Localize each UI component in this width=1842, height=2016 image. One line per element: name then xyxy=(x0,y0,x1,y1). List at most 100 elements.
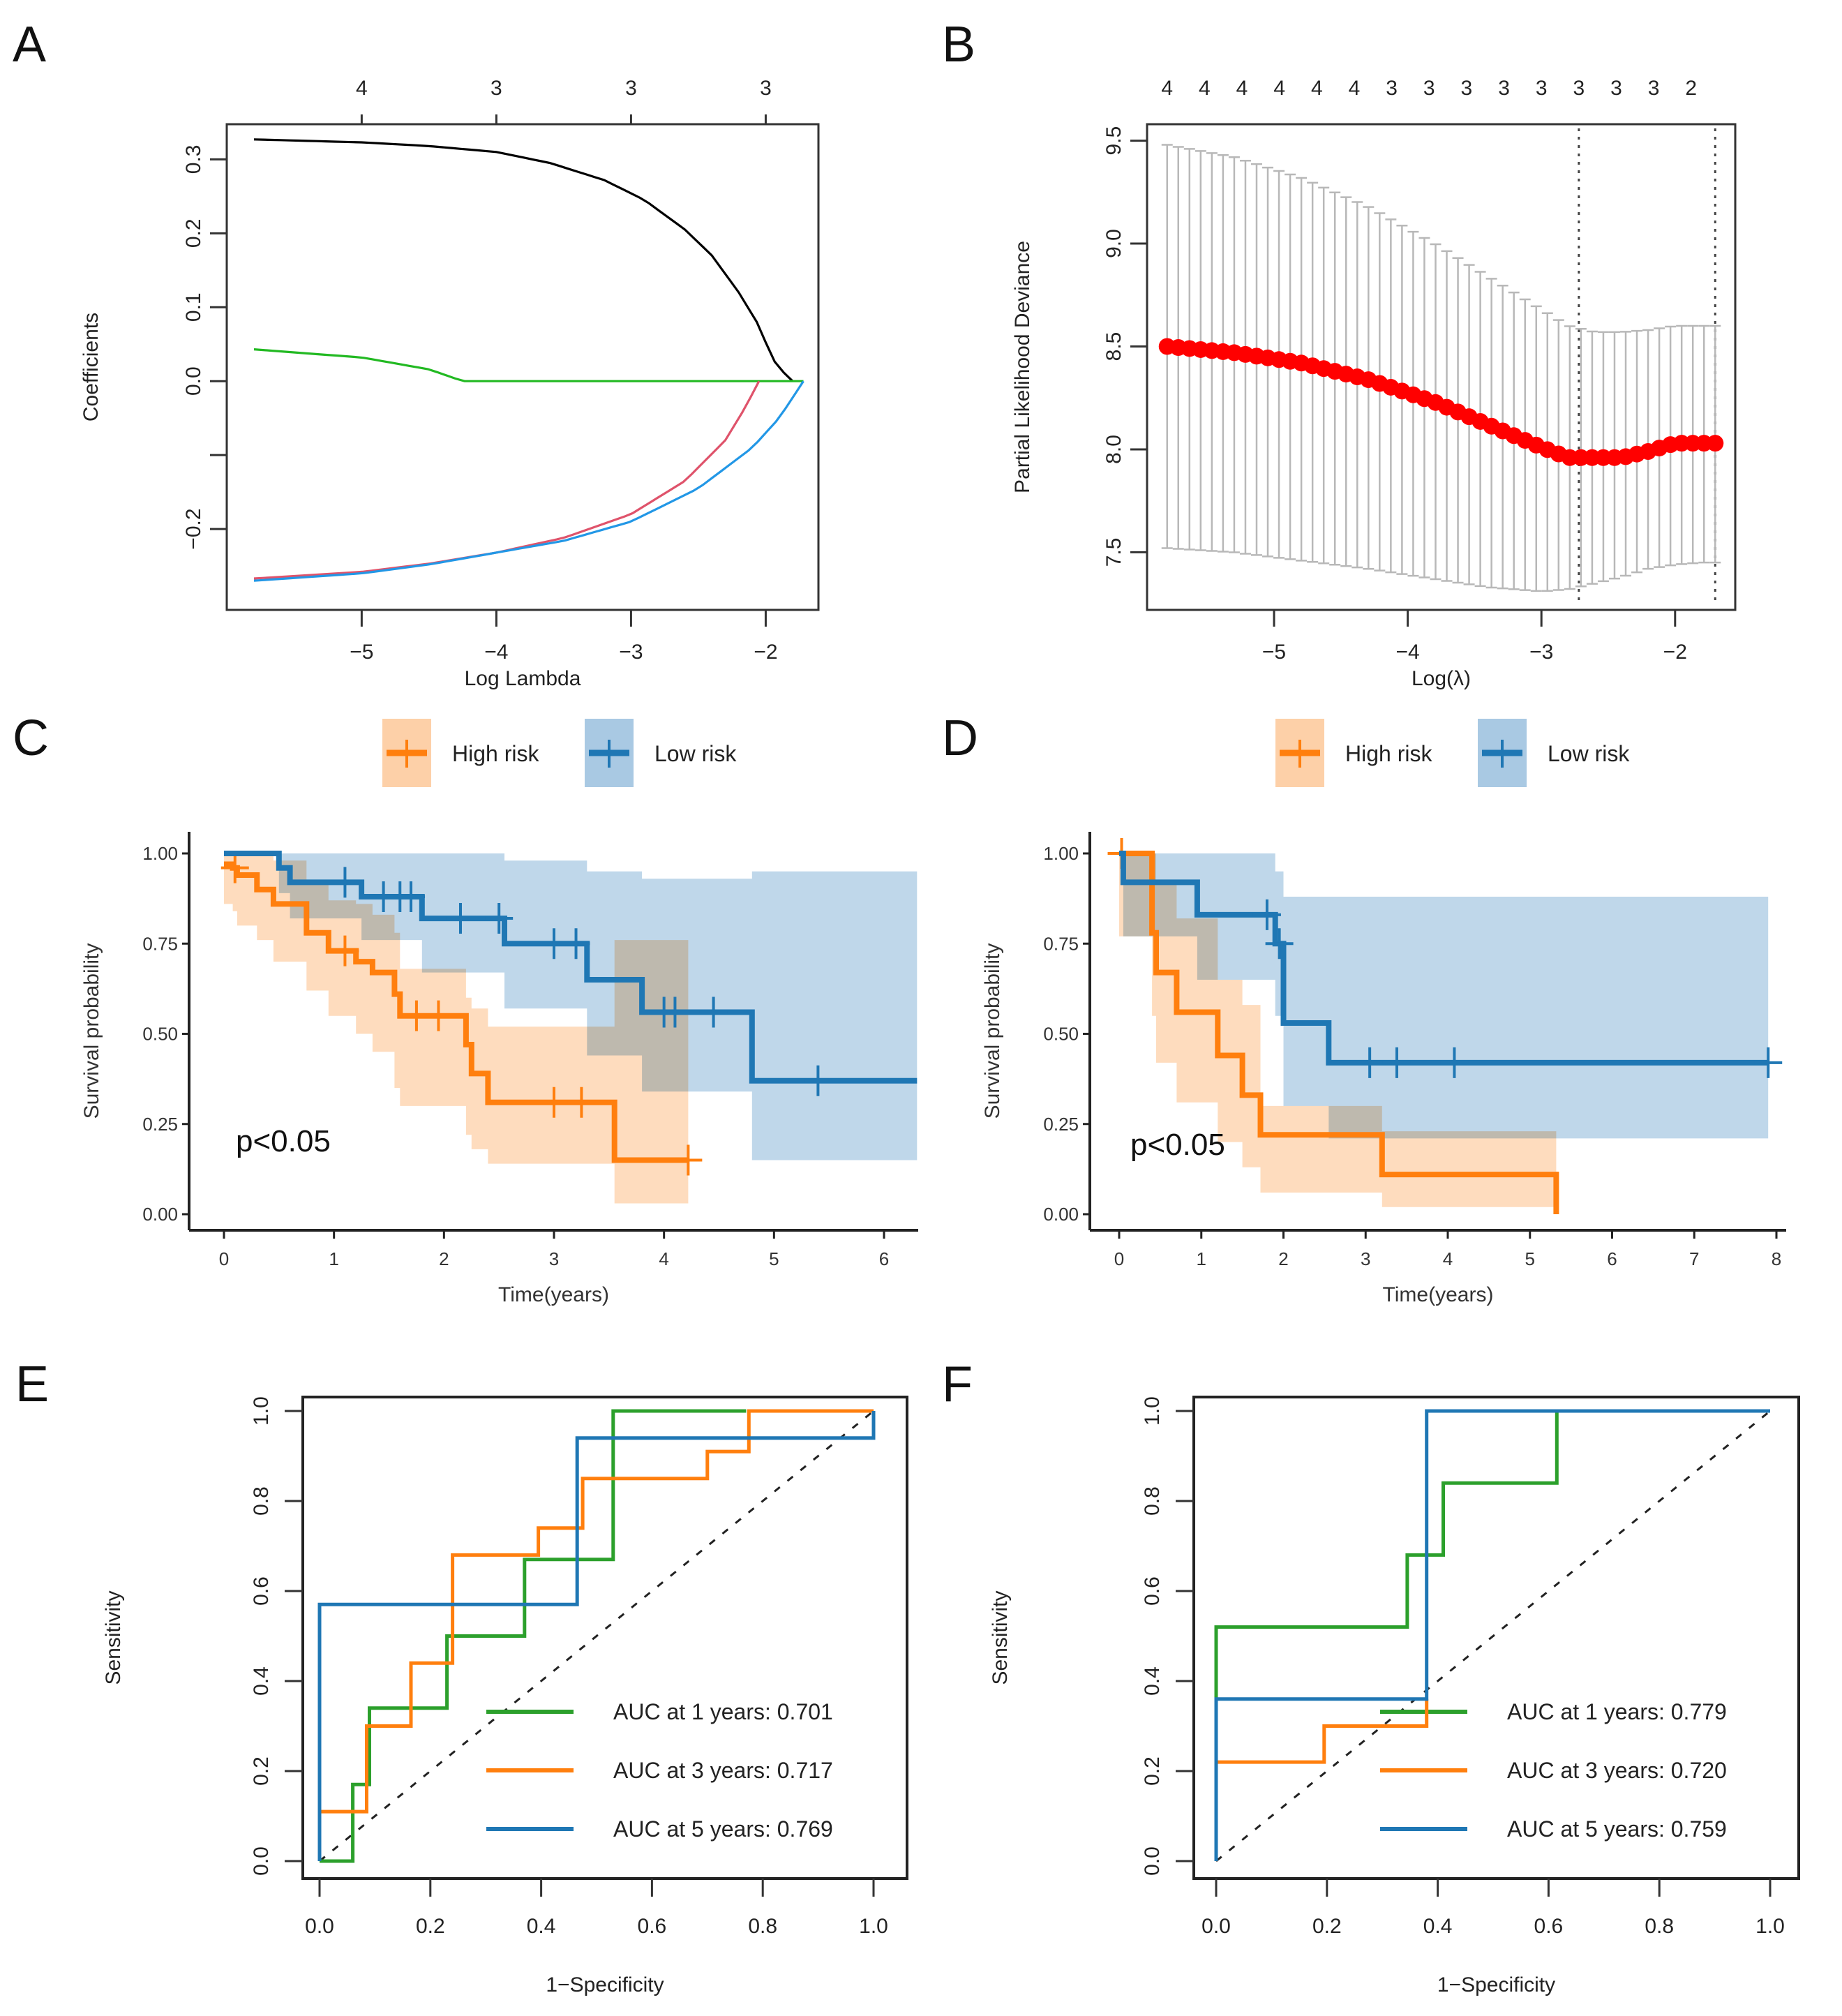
coef-path-gene3 xyxy=(253,380,761,580)
panel-e-roc-training: 0.0 0.2 0.4 0.6 0.8 1.0 0.0 0.2 0.4 0.6 0.8 1.0 1−Sp… xyxy=(102,1396,908,1996)
legend-label: AUC at 1 years: 0.701 xyxy=(613,1699,833,1724)
y-tick-label: 0.8 xyxy=(1141,1486,1164,1516)
x-tick-label: 0.2 xyxy=(416,1915,445,1938)
x-tick-label: 3 xyxy=(549,1248,559,1269)
top-count-label: 4 xyxy=(1161,77,1173,100)
x-axis-title: Time(years) xyxy=(498,1283,609,1306)
top-count-label: 4 xyxy=(1236,77,1248,100)
y-axis-title: Sensitivity xyxy=(989,1590,1012,1685)
coef-path-gene4 xyxy=(253,380,804,582)
x-tick-label: 3 xyxy=(1361,1248,1370,1269)
x-tick-label: 7 xyxy=(1689,1248,1699,1269)
top-tick-label: 3 xyxy=(491,77,502,100)
y-tick-label: 1.00 xyxy=(1043,843,1079,864)
y-tick-label: 0.2 xyxy=(182,218,205,248)
top-count-label: 3 xyxy=(1498,77,1510,100)
x-tick-label: 0 xyxy=(1114,1248,1124,1269)
legend-label: High risk xyxy=(1345,741,1432,766)
x-tick-label: 2 xyxy=(439,1248,449,1269)
y-tick-label: 8.0 xyxy=(1102,435,1125,464)
y-tick-label: 0.6 xyxy=(1141,1576,1164,1606)
deviance-point xyxy=(1707,435,1724,452)
x-axis-title: 1−Specificity xyxy=(1437,1973,1555,1996)
top-count-label: 4 xyxy=(1311,77,1323,100)
y-tick-label: 0.6 xyxy=(250,1576,273,1606)
y-tick-label: 0.25 xyxy=(142,1114,178,1135)
top-count-label: 4 xyxy=(1349,77,1361,100)
panel-label-d: D xyxy=(942,710,978,766)
x-axis-title: Time(years) xyxy=(1383,1283,1494,1306)
y-tick-label: 0.50 xyxy=(1043,1024,1079,1045)
x-tick-label: −5 xyxy=(350,641,373,664)
x-tick-label: 4 xyxy=(659,1248,668,1269)
x-tick-label: 0.8 xyxy=(1645,1915,1674,1938)
x-tick-label: −3 xyxy=(619,641,643,664)
y-tick-label: 9.0 xyxy=(1102,229,1125,258)
coef-path-gene2 xyxy=(253,348,804,382)
y-tick-label: 7.5 xyxy=(1102,538,1125,567)
x-tick-label: −3 xyxy=(1529,641,1553,664)
top-count-label: 4 xyxy=(1199,77,1211,100)
x-tick-label: 1.0 xyxy=(1755,1915,1785,1938)
y-axis-title: Coefficients xyxy=(80,313,103,421)
roc-curve-1yr xyxy=(1214,1409,1770,1699)
y-tick-label: 0.0 xyxy=(182,366,205,396)
plot-frame xyxy=(1146,123,1737,611)
y-tick-label: 0.4 xyxy=(250,1666,273,1696)
y-tick-label: 0.50 xyxy=(142,1024,178,1045)
x-tick-label: 0 xyxy=(219,1248,229,1269)
roc-curve-1yr xyxy=(320,1409,747,1863)
plot-frame xyxy=(1192,1396,1800,1880)
legend-label: AUC at 5 years: 0.769 xyxy=(613,1816,833,1842)
x-tick-label: 1 xyxy=(1197,1248,1206,1269)
x-tick-label: 1.0 xyxy=(859,1915,888,1938)
y-tick-label: 0.75 xyxy=(142,933,178,954)
y-tick-label: 9.5 xyxy=(1102,126,1125,156)
y-axis-title: Survival probability xyxy=(981,943,1004,1119)
legend-item-high-risk: High risk xyxy=(1275,719,1432,787)
y-tick-label: 0.2 xyxy=(250,1756,273,1786)
y-tick-label: 0.00 xyxy=(1043,1204,1079,1225)
legend-item-high-risk: High risk xyxy=(382,719,539,787)
top-count-label: 3 xyxy=(1386,77,1398,100)
coef-path-gene1 xyxy=(253,138,794,382)
panel-label-f: F xyxy=(942,1357,973,1412)
plot-frame xyxy=(225,123,820,611)
x-tick-label: 0.2 xyxy=(1312,1915,1342,1938)
legend-item-low-risk: Low risk xyxy=(585,719,737,787)
legend-item-low-risk: Low risk xyxy=(1478,719,1630,787)
x-axis-title: Log(λ) xyxy=(1412,667,1471,690)
ci-band-low-risk xyxy=(1119,853,1769,1139)
y-tick-label: 1.00 xyxy=(142,843,178,864)
panel-label-c: C xyxy=(13,710,49,766)
top-count-label: 3 xyxy=(1648,77,1660,100)
y-tick-label: 0.0 xyxy=(1141,1846,1164,1876)
legend: High risk Low risk xyxy=(1275,719,1630,787)
roc-curve-5yr xyxy=(1214,1409,1770,1861)
top-tick-label: 4 xyxy=(356,77,368,100)
top-count-label: 3 xyxy=(1610,77,1622,100)
panel-a-lasso-coefficients: −5 4 −4 3 −3 3 −2 3 0.3 0.2 0.1 0.0 −0.2 Log Lambda Co… xyxy=(80,77,820,690)
y-tick-label: 8.5 xyxy=(1102,332,1125,361)
x-tick-label: 0.6 xyxy=(638,1915,667,1938)
y-axis-title: Sensitivity xyxy=(102,1590,125,1685)
x-tick-label: 6 xyxy=(879,1248,889,1269)
legend-label: AUC at 5 years: 0.759 xyxy=(1507,1816,1727,1842)
km-curve-low-risk xyxy=(1119,851,1769,1066)
panel-b-cv-deviance: −5 −4 −3 −2 7.5 8.0 8.5 9.0 9.5 4 4 4 4 4 4 3 3 3 3 3 3 3 3 2 Lo… xyxy=(1011,77,1737,690)
x-tick-label: −4 xyxy=(484,641,508,664)
y-tick-label: 0.3 xyxy=(182,145,205,174)
x-tick-label: 0.4 xyxy=(527,1915,556,1938)
roc-curve-3yr xyxy=(320,1409,874,1814)
x-tick-label: 0.4 xyxy=(1423,1915,1453,1938)
panel-d-km-validation: High risk Low risk 0 1 2 3 4 5 6 7 8 0.00 0.25 0.50 0.… xyxy=(981,719,1786,1306)
p-value-annotation: p<0.05 xyxy=(1130,1128,1225,1162)
y-tick-label: 1.0 xyxy=(1141,1396,1164,1426)
x-tick-label: 0.6 xyxy=(1534,1915,1564,1938)
top-count-label: 3 xyxy=(1536,77,1548,100)
y-tick-label: 0.00 xyxy=(142,1204,178,1225)
km-curve-high-risk xyxy=(224,861,689,1163)
y-tick-label: 0.1 xyxy=(182,292,205,322)
top-tick-label: 3 xyxy=(760,77,772,100)
